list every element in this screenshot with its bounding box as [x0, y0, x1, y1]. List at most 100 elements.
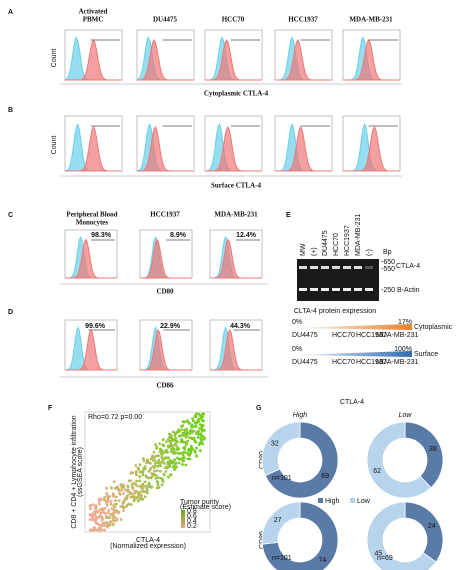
band — [343, 266, 351, 269]
point — [201, 412, 205, 416]
point — [129, 495, 133, 499]
label: HCC1937 — [288, 16, 318, 24]
point — [113, 505, 117, 509]
label: A — [8, 9, 13, 16]
point — [105, 486, 108, 490]
point — [141, 490, 145, 494]
label: 0.4 — [187, 518, 197, 525]
point — [96, 528, 100, 532]
point — [149, 476, 153, 480]
point — [112, 514, 115, 517]
point — [199, 433, 203, 437]
histogram — [65, 125, 122, 172]
point — [168, 439, 171, 443]
histogram — [140, 238, 192, 279]
point — [105, 515, 108, 518]
label: Surface CTLA-4 — [211, 182, 261, 190]
histogram — [137, 126, 194, 172]
point — [161, 457, 164, 461]
label: 17% — [398, 319, 412, 326]
y-label: CD8 + CD4 + Lymphocyte infiltration — [71, 415, 78, 528]
point — [103, 528, 107, 532]
point — [106, 525, 110, 529]
point — [185, 427, 189, 431]
label: G — [256, 405, 262, 412]
point — [162, 472, 166, 476]
point — [188, 432, 192, 435]
point — [183, 431, 187, 435]
point — [151, 465, 155, 468]
label: Tumor purity — [180, 499, 220, 506]
point — [145, 490, 148, 494]
label: B — [8, 107, 13, 114]
point — [91, 517, 94, 520]
point — [185, 419, 189, 422]
point — [177, 429, 181, 433]
plot-frame — [84, 411, 211, 533]
point — [178, 434, 181, 438]
point — [143, 495, 147, 499]
point — [156, 461, 160, 465]
point — [120, 484, 123, 488]
point — [191, 437, 195, 440]
point — [163, 462, 166, 465]
percent: 98.3% — [91, 232, 112, 239]
point — [106, 511, 110, 514]
point — [112, 523, 115, 527]
point — [194, 412, 198, 416]
point — [169, 473, 173, 476]
band — [299, 288, 307, 291]
point — [200, 425, 204, 429]
point — [162, 450, 166, 454]
point — [149, 466, 153, 470]
point — [141, 470, 145, 474]
label: Cytoplasmic — [414, 324, 453, 331]
point — [181, 463, 184, 466]
point — [122, 485, 126, 489]
point — [94, 517, 98, 521]
point — [157, 454, 160, 457]
point — [88, 518, 92, 521]
band — [332, 266, 340, 269]
label: HCC1937 — [356, 332, 387, 339]
point — [164, 448, 168, 452]
point — [156, 469, 159, 472]
point — [145, 487, 149, 490]
label: Peripheral Blood — [66, 211, 117, 219]
lane-label: MW — [300, 243, 307, 256]
point — [91, 503, 95, 507]
point — [159, 476, 163, 480]
point — [119, 493, 122, 496]
point — [94, 505, 97, 509]
point — [92, 510, 96, 513]
label: -550 — [381, 266, 395, 273]
point — [103, 506, 107, 510]
slice-label: 27 — [274, 517, 282, 524]
histogram — [137, 39, 194, 81]
label: DU4475 — [292, 359, 318, 366]
n-label: n=101 — [272, 475, 292, 482]
point — [180, 434, 183, 438]
point — [184, 435, 188, 439]
point — [118, 489, 122, 493]
point — [151, 455, 154, 459]
point — [174, 444, 178, 448]
point — [180, 428, 184, 432]
point — [105, 499, 109, 503]
label: MDA-MB-231 — [376, 332, 419, 339]
label: Low — [357, 498, 371, 505]
histogram — [275, 39, 332, 81]
point — [153, 456, 157, 459]
donut-slice — [264, 421, 339, 499]
point — [202, 438, 206, 441]
label: Cytoplasmic CTLA-4 — [204, 90, 269, 98]
point — [91, 528, 94, 532]
percent: 12.4% — [236, 232, 257, 239]
point — [101, 521, 105, 525]
point — [138, 475, 142, 479]
histogram — [140, 328, 192, 371]
point — [144, 474, 148, 478]
point — [93, 528, 97, 532]
point — [131, 485, 134, 489]
point — [108, 516, 111, 520]
